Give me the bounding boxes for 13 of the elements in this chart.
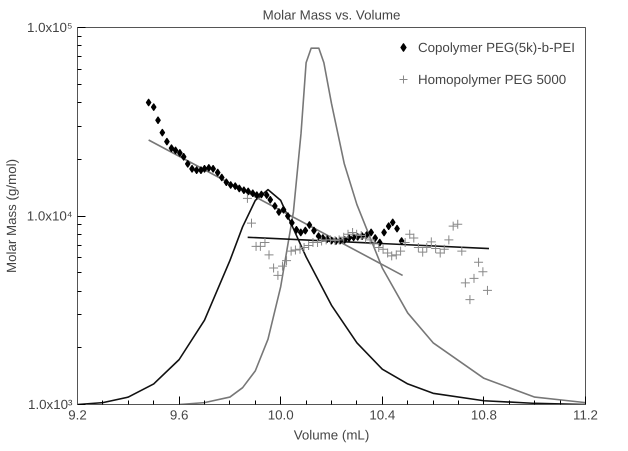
y-axis-title: Molar Mass (g/mol) (4, 158, 19, 274)
x-tick-label: 11.2 (573, 408, 598, 422)
x-tick-label: 10.0 (268, 408, 294, 422)
x-tick-label: 10.4 (369, 408, 396, 422)
x-tick-label: 9.2 (68, 408, 87, 422)
legend-label: Homopolymer PEG 5000 (418, 72, 566, 86)
y-tick-label: 1.0x10⁵ (26, 20, 73, 35)
x-tick-label: 10.8 (470, 408, 497, 422)
legend-label: Copolymer PEG(5k)-b-PEI (418, 40, 575, 54)
x-axis-title: Volume (mL) (294, 428, 370, 442)
y-tick-label: 1.0x10⁴ (26, 208, 73, 224)
chart-title: Molar Mass vs. Volume (262, 8, 400, 22)
x-tick-label: 9.6 (170, 408, 188, 422)
